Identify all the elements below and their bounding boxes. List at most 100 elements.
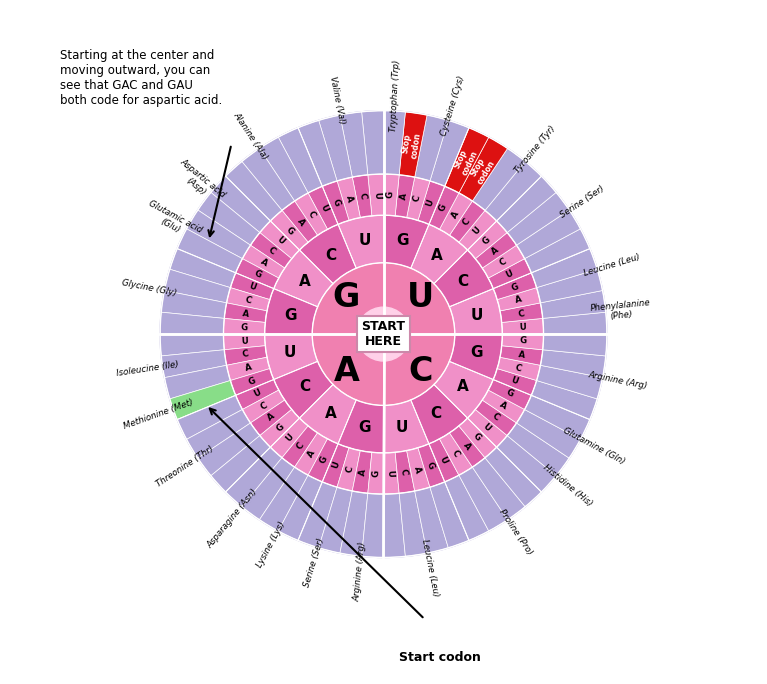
Text: A: A <box>461 440 472 451</box>
Text: A: A <box>515 295 523 305</box>
Wedge shape <box>384 452 399 494</box>
Wedge shape <box>274 361 333 418</box>
Text: Aspartic acid
(Asp): Aspartic acid (Asp) <box>171 157 227 208</box>
Wedge shape <box>543 312 607 334</box>
Wedge shape <box>482 245 525 278</box>
Wedge shape <box>411 384 468 444</box>
Wedge shape <box>223 334 265 350</box>
Wedge shape <box>384 493 406 557</box>
Wedge shape <box>489 380 532 410</box>
Text: U: U <box>284 345 297 360</box>
Text: Serine (Ser): Serine (Ser) <box>558 183 606 220</box>
Text: Histidine (His): Histidine (His) <box>542 463 594 508</box>
Wedge shape <box>225 447 282 507</box>
Text: Stop
codon: Stop codon <box>400 130 423 159</box>
Text: Glutamine (Gln): Glutamine (Gln) <box>561 426 627 466</box>
Text: C: C <box>412 195 423 203</box>
Text: G: G <box>275 422 286 434</box>
Wedge shape <box>322 181 349 224</box>
Wedge shape <box>368 174 384 216</box>
Text: C: C <box>399 469 409 476</box>
Wedge shape <box>318 115 352 181</box>
Wedge shape <box>242 390 285 423</box>
Wedge shape <box>407 177 430 220</box>
Wedge shape <box>170 248 235 288</box>
Text: START
HERE: START HERE <box>361 320 406 348</box>
Wedge shape <box>259 137 308 201</box>
Wedge shape <box>399 491 427 556</box>
Wedge shape <box>160 312 224 334</box>
Wedge shape <box>308 186 338 229</box>
Wedge shape <box>445 128 489 193</box>
Wedge shape <box>459 137 508 201</box>
Wedge shape <box>537 365 603 399</box>
Wedge shape <box>507 423 569 476</box>
Wedge shape <box>299 384 356 444</box>
Wedge shape <box>235 259 278 289</box>
Text: A: A <box>498 400 509 411</box>
Wedge shape <box>270 418 308 458</box>
Wedge shape <box>177 395 242 439</box>
Text: G: G <box>359 420 371 435</box>
Wedge shape <box>445 475 489 540</box>
Wedge shape <box>308 439 338 482</box>
Text: Glutamic acid
(Glu): Glutamic acid (Glu) <box>143 199 204 244</box>
Text: G: G <box>519 337 526 345</box>
Wedge shape <box>337 448 360 491</box>
Circle shape <box>265 215 502 453</box>
Text: U: U <box>519 323 526 332</box>
Wedge shape <box>260 221 299 259</box>
Circle shape <box>223 174 544 494</box>
Wedge shape <box>211 436 270 492</box>
Wedge shape <box>497 357 541 380</box>
Wedge shape <box>226 288 270 311</box>
Text: A: A <box>242 308 249 319</box>
Text: A: A <box>412 465 423 473</box>
Wedge shape <box>361 493 384 557</box>
Wedge shape <box>384 215 429 268</box>
Text: A: A <box>306 449 318 459</box>
Wedge shape <box>298 482 337 548</box>
Text: C: C <box>518 308 525 319</box>
Text: C: C <box>431 406 442 421</box>
Text: C: C <box>490 412 501 423</box>
Text: Methionine (Met): Methionine (Met) <box>123 398 195 431</box>
Text: A: A <box>266 412 277 423</box>
Text: U: U <box>359 233 371 248</box>
Wedge shape <box>340 491 368 556</box>
Wedge shape <box>434 361 493 418</box>
Text: Asparagine (Asn): Asparagine (Asn) <box>206 487 259 550</box>
Wedge shape <box>411 224 468 284</box>
Text: Valine (Val): Valine (Val) <box>328 75 346 124</box>
Text: C: C <box>295 441 306 451</box>
Text: Phenylalanine
(Phe): Phenylalanine (Phe) <box>590 298 652 324</box>
Wedge shape <box>449 201 485 242</box>
Text: A: A <box>295 217 306 228</box>
Text: Stop
codon: Stop codon <box>451 145 479 176</box>
Text: G: G <box>386 191 395 198</box>
Circle shape <box>312 263 455 406</box>
Text: C: C <box>266 246 277 256</box>
Wedge shape <box>226 357 270 380</box>
Text: A: A <box>358 468 368 476</box>
Text: Arginine (Arg): Arginine (Arg) <box>353 541 367 602</box>
Wedge shape <box>493 369 537 395</box>
Wedge shape <box>449 334 502 380</box>
Circle shape <box>357 307 410 361</box>
Text: U: U <box>396 420 408 435</box>
Wedge shape <box>265 289 318 334</box>
Wedge shape <box>322 444 349 487</box>
Text: C: C <box>259 400 269 411</box>
Circle shape <box>160 111 607 557</box>
Wedge shape <box>361 111 384 175</box>
Wedge shape <box>493 273 537 300</box>
Wedge shape <box>235 380 278 410</box>
Wedge shape <box>186 410 251 458</box>
Text: A: A <box>334 354 360 388</box>
Text: G: G <box>470 345 483 360</box>
Wedge shape <box>500 303 543 322</box>
Text: Lysine (Lys): Lysine (Lys) <box>255 520 287 569</box>
Wedge shape <box>415 115 449 181</box>
Wedge shape <box>489 259 532 289</box>
Wedge shape <box>430 120 469 186</box>
